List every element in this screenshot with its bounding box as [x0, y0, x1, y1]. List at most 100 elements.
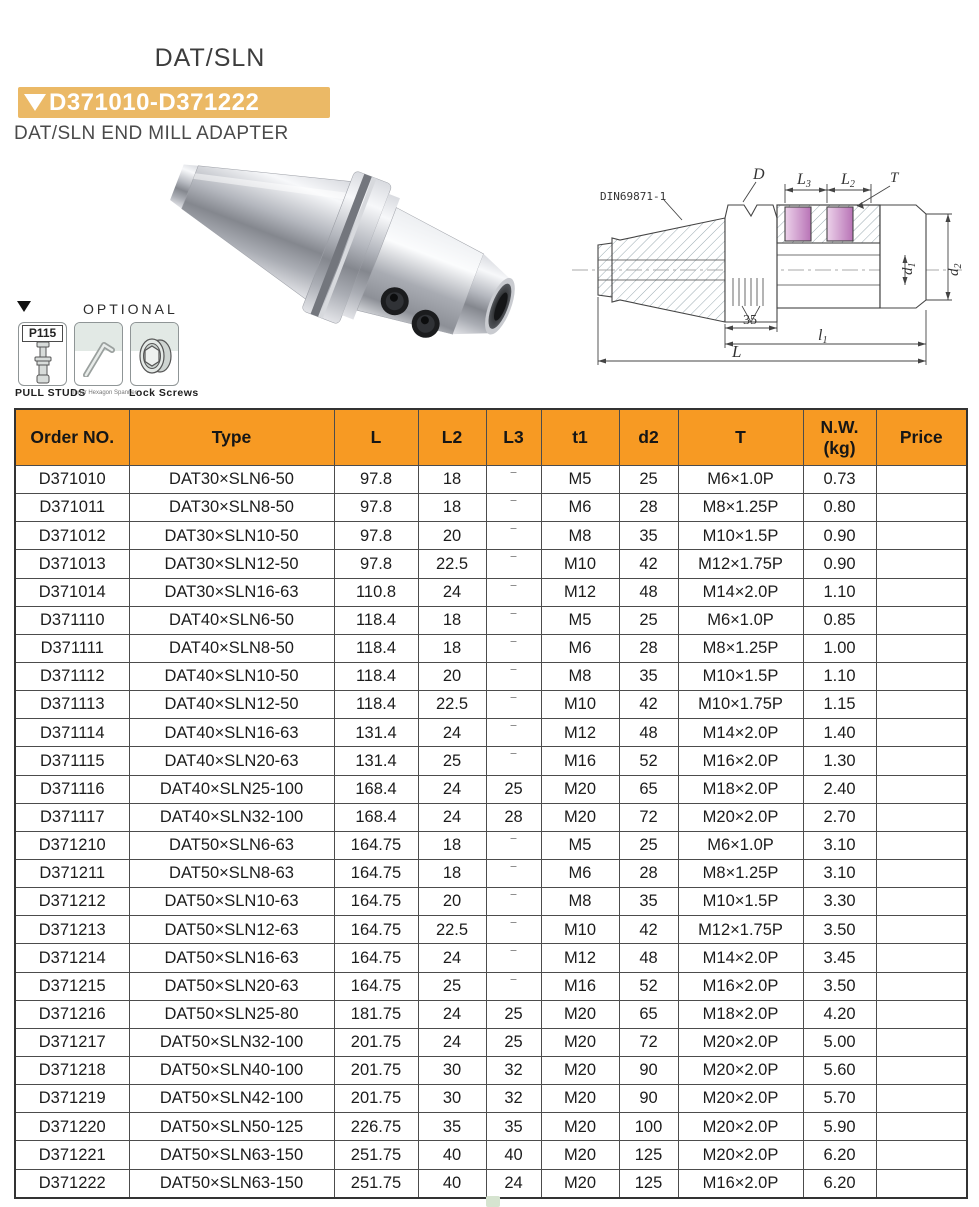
table-row: D371012 DAT30×SLN10-50 97.8 20 ‾ M8 35 M10×1.5P… [14, 521, 968, 551]
cell-price [875, 549, 968, 579]
cell-nw-kg: 3.10 [802, 830, 877, 860]
cell-l: 118.4 [333, 661, 419, 692]
cell-l: 168.4 [333, 774, 419, 804]
cell-d2: 28 [618, 493, 679, 523]
cell-l: 97.8 [333, 493, 419, 523]
cell-type: DAT50×SLN10-63 [128, 887, 335, 917]
cell-d2: 42 [618, 915, 679, 945]
pull-stud-code: P115 [22, 325, 63, 342]
triangle-down-icon [24, 94, 46, 111]
cell-nw-kg: 1.00 [802, 633, 877, 663]
cell-nw-kg: 0.90 [802, 521, 877, 551]
cell-d2: 52 [618, 971, 679, 1001]
cell-t: M20×2.0P [677, 1112, 804, 1142]
cell-l3: ‾ [485, 661, 542, 692]
cell-l3: 24 [485, 1168, 542, 1199]
cell-t1: M6 [540, 633, 620, 663]
cell-t: M8×1.25P [677, 858, 804, 889]
cell-price [875, 830, 968, 860]
cell-d2: 90 [618, 1055, 679, 1086]
cell-l: 118.4 [333, 605, 419, 635]
cell-l3: ‾ [485, 943, 542, 973]
cell-type: DAT50×SLN63-150 [128, 1168, 335, 1199]
cell-l2: 20 [417, 661, 487, 692]
cell-l: 97.8 [333, 549, 419, 579]
cell-order-no: D371010 [14, 464, 130, 495]
cell-l3: ‾ [485, 464, 542, 495]
cell-l2: 22.5 [417, 549, 487, 579]
cell-l2: 40 [417, 1168, 487, 1199]
table-row: D371212 DAT50×SLN10-63 164.75 20 ‾ M8 35 M10×1.… [14, 887, 968, 917]
cell-type: DAT50×SLN12-63 [128, 915, 335, 945]
cell-l: 164.75 [333, 943, 419, 973]
cell-nw-kg: 2.70 [802, 802, 877, 832]
cell-d2: 42 [618, 690, 679, 720]
dim-label-l: L [731, 342, 741, 361]
cell-l3: ‾ [485, 633, 542, 663]
cell-order-no: D371217 [14, 1027, 130, 1057]
table-row: D371114 DAT40×SLN16-63 131.4 24 ‾ M12 48 M14×2.… [14, 718, 968, 748]
cell-t: M18×2.0P [677, 774, 804, 804]
hex-spanner-caption: Inner Hexagon Spanner [73, 390, 137, 396]
cell-t1: M5 [540, 830, 620, 860]
cell-d2: 100 [618, 1112, 679, 1142]
cell-l: 131.4 [333, 746, 419, 776]
cell-type: DAT50×SLN40-100 [128, 1055, 335, 1086]
table-row: D371219 DAT50×SLN42-100 201.75 30 32 M20 90 M20… [14, 1084, 968, 1114]
cell-order-no: D371114 [14, 718, 130, 748]
dim-label-l3: L3 [796, 171, 811, 190]
cell-price [875, 915, 968, 945]
table-row: D371014 DAT30×SLN16-63 110.8 24 ‾ M12 48 M14×2.… [14, 577, 968, 607]
cell-t1: M6 [540, 858, 620, 889]
cell-l3: 40 [485, 1140, 542, 1170]
column-header-t: T [677, 408, 804, 466]
din-standard-label: DIN69871-1 [600, 190, 666, 203]
cell-l: 164.75 [333, 915, 419, 945]
cell-type: DAT40×SLN32-100 [128, 802, 335, 832]
cell-l: 181.75 [333, 999, 419, 1029]
table-row: D371112 DAT40×SLN10-50 118.4 20 ‾ M8 35 M10×1.5… [14, 661, 968, 692]
column-header-type: Type [128, 408, 335, 466]
cell-l3: ‾ [485, 493, 542, 523]
cell-order-no: D371011 [14, 493, 130, 523]
cell-price [875, 1055, 968, 1086]
cell-l3: ‾ [485, 971, 542, 1001]
cell-t: M14×2.0P [677, 718, 804, 748]
cell-l: 164.75 [333, 971, 419, 1001]
cell-t: M20×2.0P [677, 1140, 804, 1170]
cell-type: DAT30×SLN8-50 [128, 493, 335, 523]
cell-nw-kg: 3.10 [802, 858, 877, 889]
cell-l2: 25 [417, 746, 487, 776]
cell-l: 164.75 [333, 887, 419, 917]
table-row: D371213 DAT50×SLN12-63 164.75 22.5 ‾ M10 42 M12… [14, 915, 968, 945]
cell-t1: M20 [540, 774, 620, 804]
cell-t1: M5 [540, 464, 620, 495]
cell-type: DAT40×SLN6-50 [128, 605, 335, 635]
table-body: D371010 DAT30×SLN6-50 97.8 18 ‾ M5 25 M6×1.0P 0.… [14, 464, 968, 1199]
cell-price [875, 577, 968, 607]
cell-l: 201.75 [333, 1027, 419, 1057]
cell-nw-kg: 3.45 [802, 943, 877, 973]
cell-l3: 28 [485, 802, 542, 832]
cell-d2: 48 [618, 577, 679, 607]
cell-l3: ‾ [485, 521, 542, 551]
cell-order-no: D371221 [14, 1140, 130, 1170]
cell-type: DAT50×SLN8-63 [128, 858, 335, 889]
cell-t: M10×1.5P [677, 887, 804, 917]
cell-t: M10×1.75P [677, 690, 804, 720]
table-row: D371115 DAT40×SLN20-63 131.4 25 ‾ M16 52 M16×2.… [14, 746, 968, 776]
table-row: D371217 DAT50×SLN32-100 201.75 24 25 M20 72 M20… [14, 1027, 968, 1057]
hex-wrench-icon [83, 342, 115, 377]
table-row: D371013 DAT30×SLN12-50 97.8 22.5 ‾ M10 42 M12×1… [14, 549, 968, 579]
cell-d2: 90 [618, 1084, 679, 1114]
cell-l: 201.75 [333, 1084, 419, 1114]
cell-order-no: D371214 [14, 943, 130, 973]
cell-l2: 18 [417, 493, 487, 523]
cell-nw-kg: 0.90 [802, 549, 877, 579]
table-row: D371210 DAT50×SLN6-63 164.75 18 ‾ M5 25 M6×1.0P… [14, 830, 968, 860]
dim-label-d: D [752, 166, 765, 183]
cell-l3: ‾ [485, 549, 542, 579]
cell-order-no: D371113 [14, 690, 130, 720]
cell-l2: 20 [417, 521, 487, 551]
